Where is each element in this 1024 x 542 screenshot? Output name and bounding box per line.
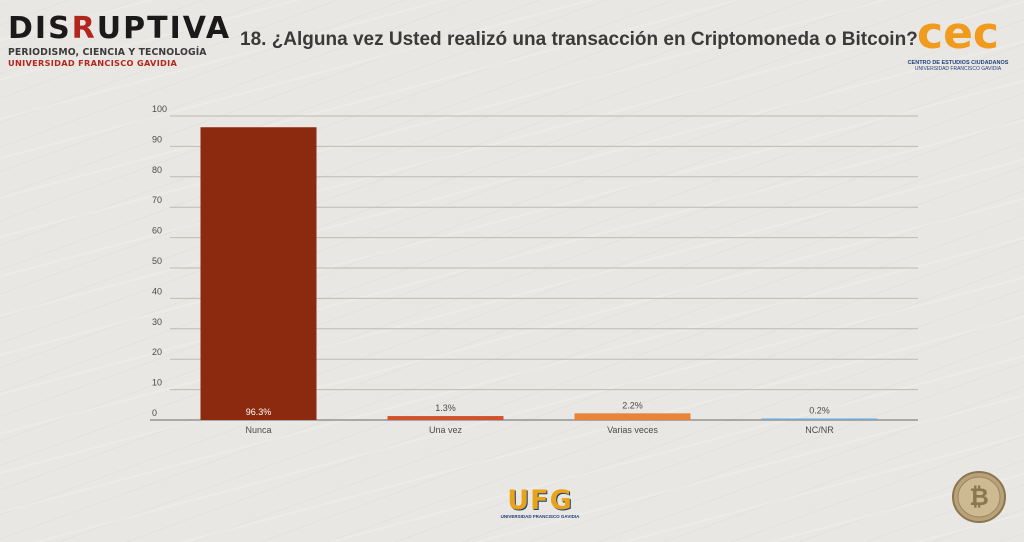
y-tick-label: 70 [152,195,162,205]
x-tick-label: NC/NR [805,425,834,435]
bar-nunca [200,127,317,421]
x-tick-label: Una vez [429,425,463,435]
y-tick-label: 10 [152,378,162,388]
ufg-logo-subtitle: UNIVERSIDAD FRANCISCO GAVIDIA [500,514,580,519]
ufg-logo: UFG UNIVERSIDAD FRANCISCO GAVIDIA [495,485,585,519]
svg-text:₿: ₿ [969,483,989,511]
y-tick-label: 20 [152,347,162,357]
bitcoin-coin-icon: ₿ [952,471,1006,523]
disruptiva-university: UNIVERSIDAD FRANCISCO GAVIDIA [8,58,178,68]
y-tick-label: 0 [152,408,157,418]
y-tick-label: 80 [152,165,162,175]
y-tick-label: 100 [152,104,167,114]
y-tick-label: 40 [152,286,162,296]
cec-logo: cec CENTRO DE ESTUDIOS CIUDADANOS UNIVER… [906,8,1010,72]
x-tick-label: Varias veces [607,425,658,435]
bar-nc-nr [761,418,878,420]
disruptiva-subtitle: PERIODISMO, CIENCIA Y TECNOLOGÍA [8,47,207,58]
bar-una-vez [387,416,504,420]
cec-logo-line2: UNIVERSIDAD FRANCISCO GAVIDIA [914,66,1002,72]
y-tick-label: 60 [152,226,162,236]
cec-logo-line1: CENTRO DE ESTUDIOS CIUDADANOS [907,60,1009,66]
x-tick-label: Nunca [245,425,271,435]
cec-logo-mark: cec [917,8,999,59]
data-label: 1.3% [435,403,456,413]
disruptiva-wordmark: DISRUPTIVA [8,11,232,46]
data-label: 96.3% [246,407,272,417]
svg-text:cec: cec [917,14,999,54]
disruptiva-logo: DISRUPTIVA PERIODISMO, CIENCIA Y TECNOLO… [8,11,232,69]
bar-varias-veces [574,413,691,420]
ufg-logo-text: UFG [507,485,573,516]
data-label: 0.2% [809,406,830,416]
y-tick-label: 90 [152,134,162,144]
y-tick-label: 50 [152,256,162,266]
data-label: 2.2% [622,400,643,410]
chart-title: 18. ¿Alguna vez Usted realizó una transa… [240,29,918,50]
y-tick-label: 30 [152,317,162,327]
